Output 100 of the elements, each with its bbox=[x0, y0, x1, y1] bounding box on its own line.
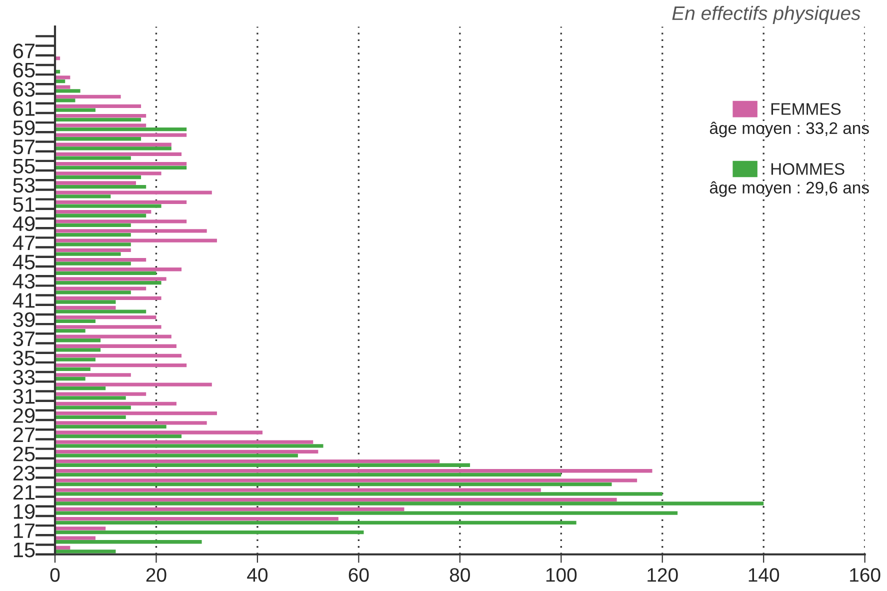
bar bbox=[54, 204, 162, 208]
x-tick-label: 160 bbox=[850, 568, 880, 582]
y-tick-label: 15 bbox=[14, 542, 35, 558]
y-tick-label: 31 bbox=[13, 389, 35, 404]
bar bbox=[54, 424, 166, 429]
bar bbox=[54, 280, 162, 285]
y-tick-label: 37 bbox=[13, 331, 35, 346]
y-tick-label: 65 bbox=[13, 62, 35, 78]
bar bbox=[54, 415, 126, 419]
y-tick-label: 67 bbox=[13, 44, 35, 58]
bar bbox=[54, 402, 176, 406]
bar bbox=[54, 376, 86, 381]
bar bbox=[54, 306, 116, 310]
bar bbox=[54, 210, 152, 214]
y-tick-label: 39 bbox=[13, 312, 35, 328]
bar bbox=[54, 152, 182, 156]
bar bbox=[54, 258, 146, 262]
bar bbox=[54, 146, 172, 150]
bar bbox=[54, 175, 142, 180]
y-tick-label: 21 bbox=[13, 484, 35, 500]
bar bbox=[54, 172, 162, 176]
bar bbox=[54, 373, 131, 377]
bar bbox=[54, 406, 131, 410]
bar bbox=[54, 194, 111, 198]
bar bbox=[54, 233, 131, 237]
bar bbox=[54, 286, 146, 290]
bar bbox=[54, 530, 364, 534]
annotation: âge moyen : 33,2 ans bbox=[710, 122, 869, 138]
bar bbox=[54, 185, 146, 189]
bar bbox=[54, 238, 217, 242]
bar bbox=[54, 252, 121, 256]
bar bbox=[54, 478, 638, 482]
bar bbox=[54, 454, 298, 458]
bar bbox=[54, 166, 187, 170]
bar bbox=[54, 223, 131, 228]
bar bbox=[54, 488, 541, 492]
bar bbox=[54, 526, 106, 530]
bar bbox=[54, 310, 146, 314]
bar bbox=[54, 114, 146, 118]
bar bbox=[54, 127, 187, 132]
bar bbox=[54, 344, 176, 348]
x-tick-label: 80 bbox=[450, 568, 470, 582]
bar bbox=[54, 328, 86, 333]
bar bbox=[54, 181, 136, 185]
bar bbox=[54, 296, 162, 300]
bar bbox=[54, 118, 142, 122]
y-tick-label: 51 bbox=[13, 197, 35, 212]
bar bbox=[54, 156, 131, 160]
y-tick-label: 45 bbox=[12, 254, 35, 270]
y-tick-label: 27 bbox=[13, 427, 35, 442]
y-tick-label: 43 bbox=[12, 274, 35, 289]
y-tick-label: 53 bbox=[13, 178, 35, 193]
bar bbox=[54, 472, 562, 477]
bar bbox=[54, 430, 263, 434]
y-tick-label: 23 bbox=[13, 466, 35, 481]
bar bbox=[54, 142, 172, 146]
bar bbox=[54, 392, 146, 396]
bar bbox=[54, 98, 76, 102]
bar bbox=[54, 502, 764, 506]
bar bbox=[54, 334, 172, 338]
bar bbox=[54, 482, 612, 486]
bar bbox=[54, 137, 142, 141]
y-tick-label: 19 bbox=[14, 504, 35, 519]
y-tick-label: 47 bbox=[12, 236, 35, 250]
bar bbox=[54, 229, 207, 233]
y-tick-label: 29 bbox=[13, 408, 35, 423]
y-tick-label: 59 bbox=[13, 120, 35, 136]
bar bbox=[54, 459, 440, 464]
bar bbox=[54, 450, 318, 454]
bar bbox=[54, 367, 90, 371]
bar bbox=[54, 386, 106, 390]
y-tick-label: 49 bbox=[12, 216, 35, 232]
bar bbox=[54, 94, 121, 98]
bar bbox=[54, 248, 131, 252]
bar bbox=[54, 124, 146, 128]
bar bbox=[54, 242, 131, 246]
chart-title: En effectifs physiques bbox=[672, 6, 860, 24]
bar bbox=[54, 421, 207, 425]
bar bbox=[54, 325, 162, 329]
bar bbox=[54, 290, 131, 294]
bar bbox=[54, 338, 101, 342]
bar bbox=[54, 200, 187, 204]
bar bbox=[54, 536, 96, 540]
y-tick-label: 17 bbox=[14, 524, 35, 538]
y-tick-label: 57 bbox=[13, 140, 35, 154]
y-tick-label: 41 bbox=[12, 293, 35, 308]
bar bbox=[54, 214, 146, 218]
bar bbox=[54, 190, 212, 194]
bar bbox=[54, 268, 182, 272]
bar bbox=[54, 85, 70, 89]
y-tick-label: 55 bbox=[13, 158, 35, 174]
bar bbox=[54, 492, 662, 496]
bar bbox=[54, 300, 116, 304]
bar bbox=[54, 277, 166, 281]
y-tick-label: 35 bbox=[13, 350, 35, 366]
x-tick-label: 0 bbox=[50, 568, 60, 582]
legend-label: HOMMES bbox=[771, 163, 844, 175]
bar bbox=[54, 444, 324, 448]
bar bbox=[54, 319, 96, 324]
bar bbox=[54, 511, 678, 515]
